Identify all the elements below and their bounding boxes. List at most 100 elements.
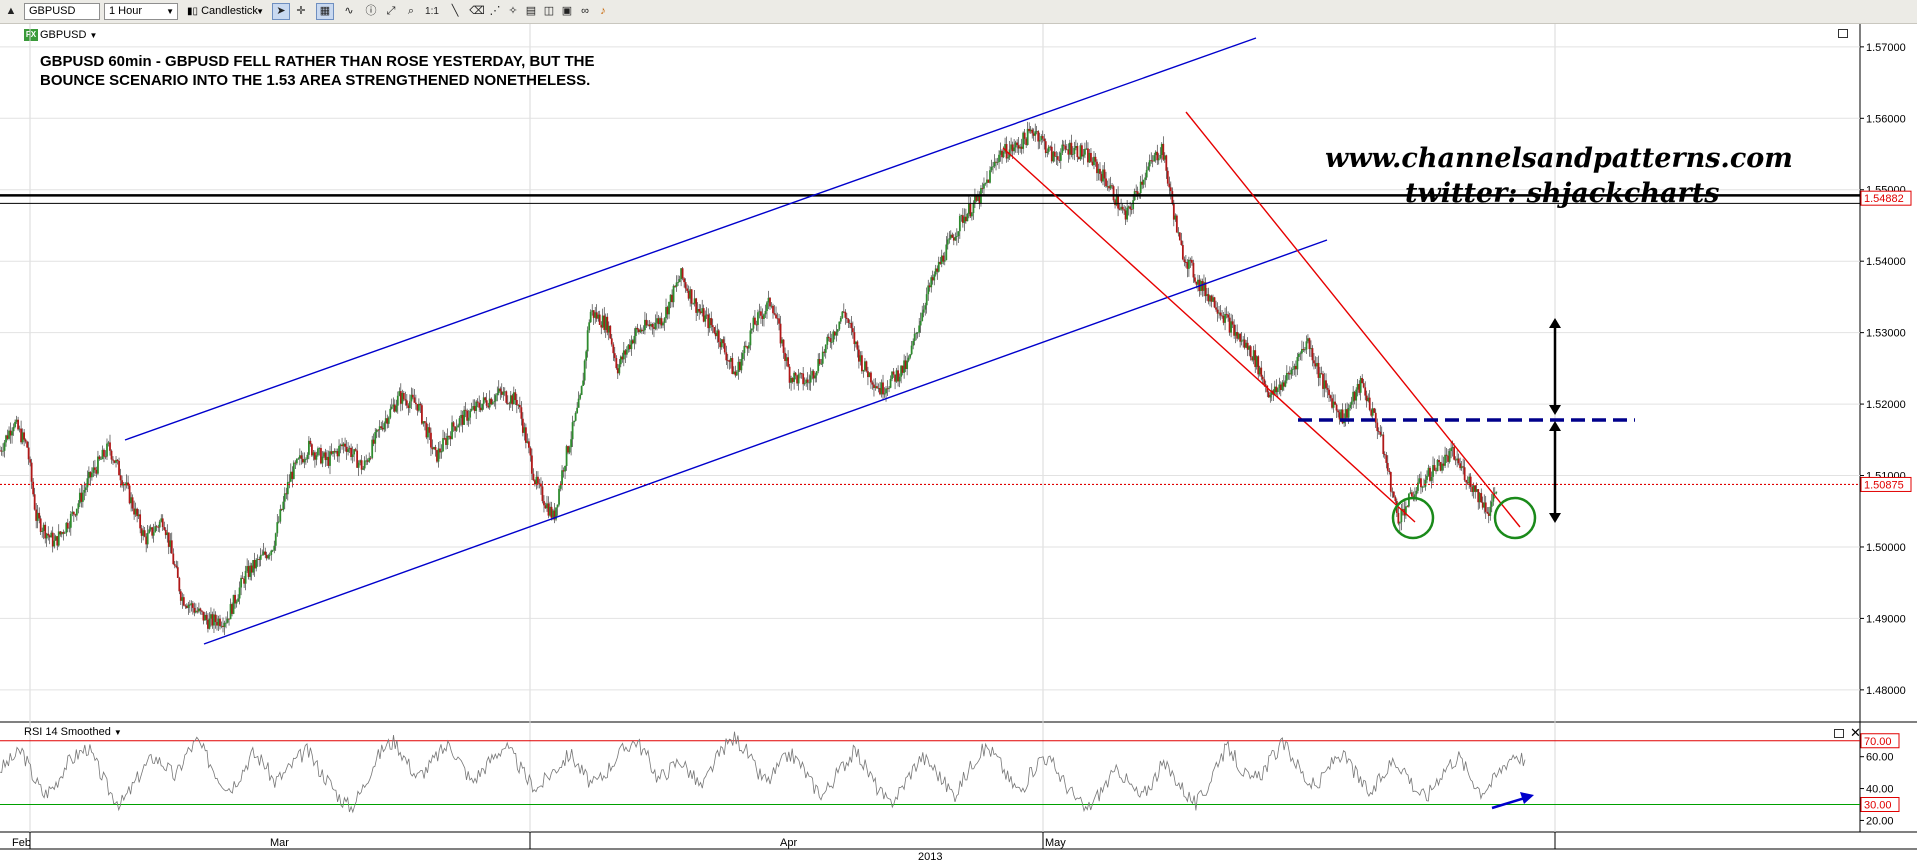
candle-body [1320,373,1323,375]
candle-body [1331,398,1333,408]
candle-body [262,551,265,555]
candle-body [776,318,779,320]
candle-body [597,314,600,319]
magic-wand-icon[interactable]: ✧ [508,5,518,17]
eraser-icon[interactable]: ⌫ [469,5,485,17]
candle-body [1078,157,1080,160]
zoom-icon[interactable]: ⌕ [407,5,415,17]
annotation-line-1: GBPUSD 60min - GBPUSD FELL RATHER THAN R… [40,53,595,70]
candle-body [901,365,904,373]
candle-body [1313,360,1315,364]
price-axis: 1.570001.560001.550001.540001.530001.520… [1860,42,1912,697]
ratio-button[interactable]: 1:1 [425,6,439,17]
symbol-input[interactable]: GBPUSD [24,3,100,20]
candle-body [1195,281,1198,285]
symbol-tag-label: GBPUSD [40,29,87,41]
candle-body [1338,412,1341,420]
candle-body [931,277,934,281]
candle-body [256,559,259,560]
indicator-label[interactable]: RSI 14 Smoothed ▼ [24,726,122,738]
candle-body [1130,209,1133,210]
candle-body [1432,465,1434,477]
candle-body [155,526,158,528]
candle-body [1385,455,1388,463]
candle-body [659,318,661,325]
indicator-close-icon[interactable]: ✕ [1850,725,1861,740]
crosshair-icon[interactable]: ✛ [296,5,306,17]
fibonacci-icon[interactable]: ⋰ [489,5,501,17]
alert-icon[interactable]: ◫ [543,5,555,17]
candle-body [1377,431,1380,432]
candle-body [1240,340,1243,342]
template-icon[interactable]: ▣ [561,5,573,17]
candle-body [934,268,937,275]
scroll-up-icon[interactable]: ▲ [5,5,17,17]
symbol-tag[interactable]: FX GBPUSD ▼ [24,28,97,42]
candle-body [1194,277,1196,282]
candle-body [1067,149,1070,155]
chevron-down-icon: ▼ [166,7,174,16]
candle-body [238,587,241,599]
candle-body [1124,210,1127,220]
chevron-down-icon: ▼ [89,31,98,40]
candle-body [1031,129,1034,134]
candle-body [92,467,95,473]
candle-body [110,450,113,460]
candle-body [1032,133,1035,136]
zoom-fit-icon[interactable]: ⤢ [386,5,396,17]
chart-style-select[interactable]: ▮▯ Candlestick ▼ [182,3,268,20]
candle-body [680,268,682,280]
candle-body [842,311,845,313]
candle-body [763,314,765,319]
candle-body [625,349,628,355]
info-icon[interactable]: ⓘ [365,5,377,17]
candle-body [809,375,812,383]
candle-body [131,497,134,509]
candle-body [576,407,579,413]
candle-body [1389,472,1392,492]
indicator-maximize-icon[interactable] [1834,729,1844,738]
candle-body [113,460,116,463]
candle-body [1254,350,1257,367]
rsi-level-label: 70.00 [1864,736,1892,748]
candle-body [854,341,857,345]
candle-body [535,476,538,485]
candle-body [1424,479,1427,487]
candle-body [1307,338,1309,342]
bell-icon[interactable]: ♪ [600,5,606,17]
double-bottom-circle-left [1391,496,1435,540]
candle-body [972,203,975,214]
candle-body [517,405,520,406]
candle-body [838,321,841,330]
candle-body [909,354,912,358]
link-icon[interactable]: ∞ [581,5,589,17]
candle-body [1171,191,1174,204]
candle-body [603,315,606,330]
interval-select[interactable]: 1 Hour ▼ [104,3,178,20]
candle-body [851,328,854,333]
study-icon[interactable]: ∿ [344,5,354,17]
pointer-tool-icon[interactable]: ➤ [272,3,290,20]
candle-body [520,407,523,419]
candle-body [173,564,176,566]
candle-body [1219,312,1222,316]
candle-body [65,522,68,533]
candle-body [1040,136,1043,141]
candle-body [1157,158,1160,161]
layers-icon[interactable]: ▤ [525,5,537,17]
candle-body [1448,451,1451,462]
candle-body [1242,339,1245,341]
candle-body [689,289,692,299]
maximize-icon[interactable] [1838,29,1848,38]
candle-body [671,294,673,303]
candle-body [308,440,310,455]
candle-body [1181,245,1184,260]
candle-body [81,492,84,502]
line-tool-icon[interactable]: ╲ [451,5,459,17]
grid-icon[interactable]: ▦ [316,3,334,20]
candle-body [1047,146,1050,152]
candle-body [1153,155,1156,162]
candle-body [1159,154,1162,159]
candle-body [323,452,325,457]
